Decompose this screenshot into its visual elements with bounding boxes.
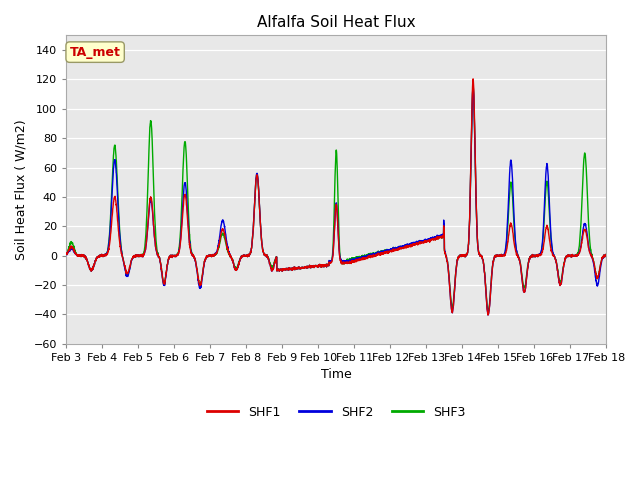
SHF3 xyxy=(156,256,164,262)
SHF3 xyxy=(592,271,600,277)
Text: TA_met: TA_met xyxy=(70,46,120,59)
Line: SHF3: SHF3 xyxy=(66,86,606,312)
SHF2 xyxy=(269,265,277,271)
SHF1 xyxy=(592,271,600,277)
SHF1 xyxy=(484,312,492,318)
Legend: SHF1, SHF2, SHF3: SHF1, SHF2, SHF3 xyxy=(202,401,470,424)
SHF2 xyxy=(156,257,164,263)
SHF2 xyxy=(469,84,477,89)
SHF3 xyxy=(534,252,541,258)
SHF3 xyxy=(469,84,477,89)
SHF3 xyxy=(484,309,492,315)
SHF2 xyxy=(484,312,492,318)
SHF2 xyxy=(62,251,70,257)
SHF3 xyxy=(269,263,277,269)
SHF2 xyxy=(293,265,301,271)
SHF2 xyxy=(124,274,132,279)
SHF3 xyxy=(293,265,301,271)
SHF3 xyxy=(62,251,70,256)
SHF1 xyxy=(156,257,164,263)
SHF1 xyxy=(62,251,70,257)
SHF1 xyxy=(602,253,610,259)
SHF1 xyxy=(293,265,301,271)
SHF1 xyxy=(269,265,277,271)
SHF2 xyxy=(602,253,610,259)
Line: SHF2: SHF2 xyxy=(66,86,606,315)
Y-axis label: Soil Heat Flux ( W/m2): Soil Heat Flux ( W/m2) xyxy=(15,119,28,260)
Title: Alfalfa Soil Heat Flux: Alfalfa Soil Heat Flux xyxy=(257,15,415,30)
SHF1 xyxy=(124,271,132,276)
SHF2 xyxy=(534,252,541,258)
SHF1 xyxy=(469,76,477,82)
SHF3 xyxy=(602,253,610,259)
SHF2 xyxy=(592,277,600,283)
SHF1 xyxy=(534,252,541,258)
SHF3 xyxy=(124,272,132,278)
X-axis label: Time: Time xyxy=(321,368,351,381)
Line: SHF1: SHF1 xyxy=(66,79,606,315)
